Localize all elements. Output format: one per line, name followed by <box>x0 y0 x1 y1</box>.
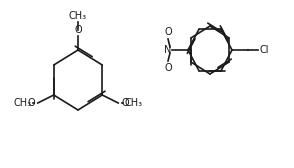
Text: O: O <box>164 63 172 73</box>
Text: N: N <box>164 45 171 55</box>
Text: O: O <box>74 25 82 35</box>
Text: CH₃: CH₃ <box>14 98 32 108</box>
Text: O: O <box>27 98 35 108</box>
Text: CH₃: CH₃ <box>124 98 142 108</box>
Text: CH₃: CH₃ <box>69 11 87 21</box>
Text: O: O <box>164 27 172 37</box>
Text: O: O <box>121 98 129 108</box>
Text: Cl: Cl <box>260 45 270 55</box>
